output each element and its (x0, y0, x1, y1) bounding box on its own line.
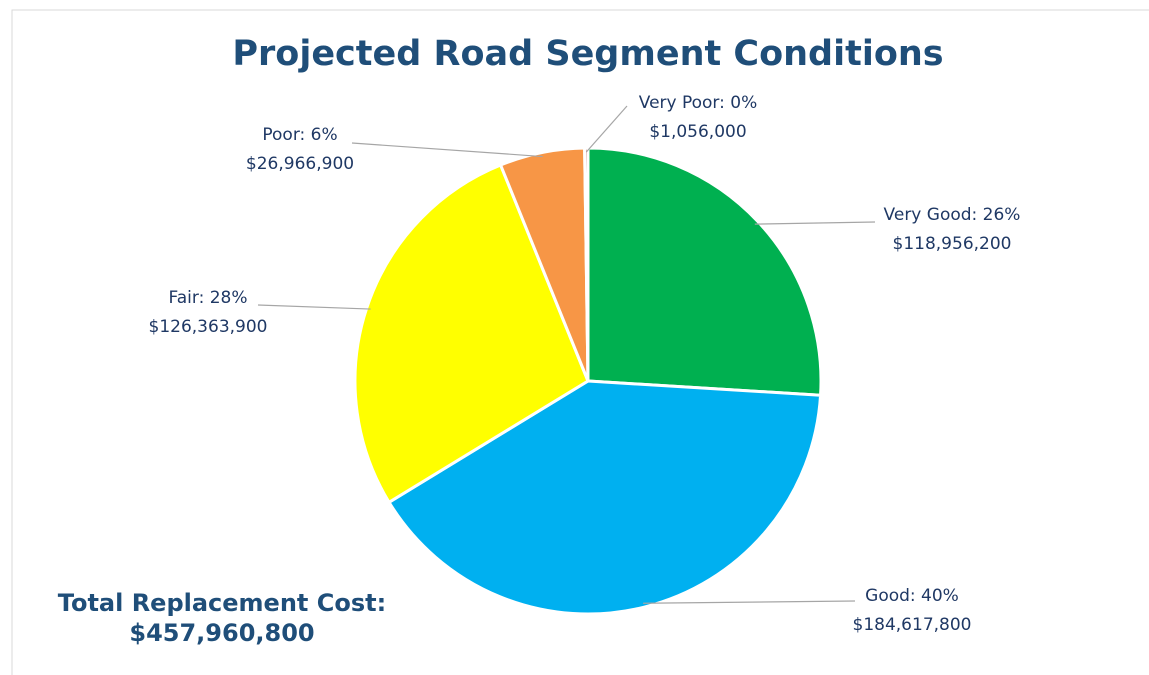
pie-slice (583, 146, 590, 382)
total-label: Total Replacement Cost: (58, 589, 386, 617)
leader-line (585, 105, 628, 153)
chart-border (11, 9, 1149, 675)
pie-slice (586, 146, 823, 397)
slice-value: $126,363,900 (149, 317, 268, 337)
slice-value: $26,966,900 (246, 154, 354, 174)
leader-line (643, 600, 856, 604)
slice-value: $1,056,000 (649, 122, 746, 142)
leader-line (351, 142, 543, 158)
pie-slice (386, 379, 823, 616)
slice-value: $184,617,800 (853, 615, 972, 635)
slice-label: Good: 40% (865, 586, 959, 606)
pie-slice (353, 163, 590, 505)
slice-label: Very Good: 26% (884, 205, 1021, 225)
leader-line (257, 304, 371, 310)
slice-label: Fair: 28% (169, 288, 248, 308)
slice-value: $118,956,200 (893, 234, 1012, 254)
chart-title: Projected Road Segment Conditions (232, 34, 943, 74)
total-value: $457,960,800 (129, 619, 314, 647)
slice-label: Very Poor: 0% (639, 93, 757, 113)
leader-line (754, 221, 876, 225)
slice-label: Poor: 6% (262, 125, 337, 145)
